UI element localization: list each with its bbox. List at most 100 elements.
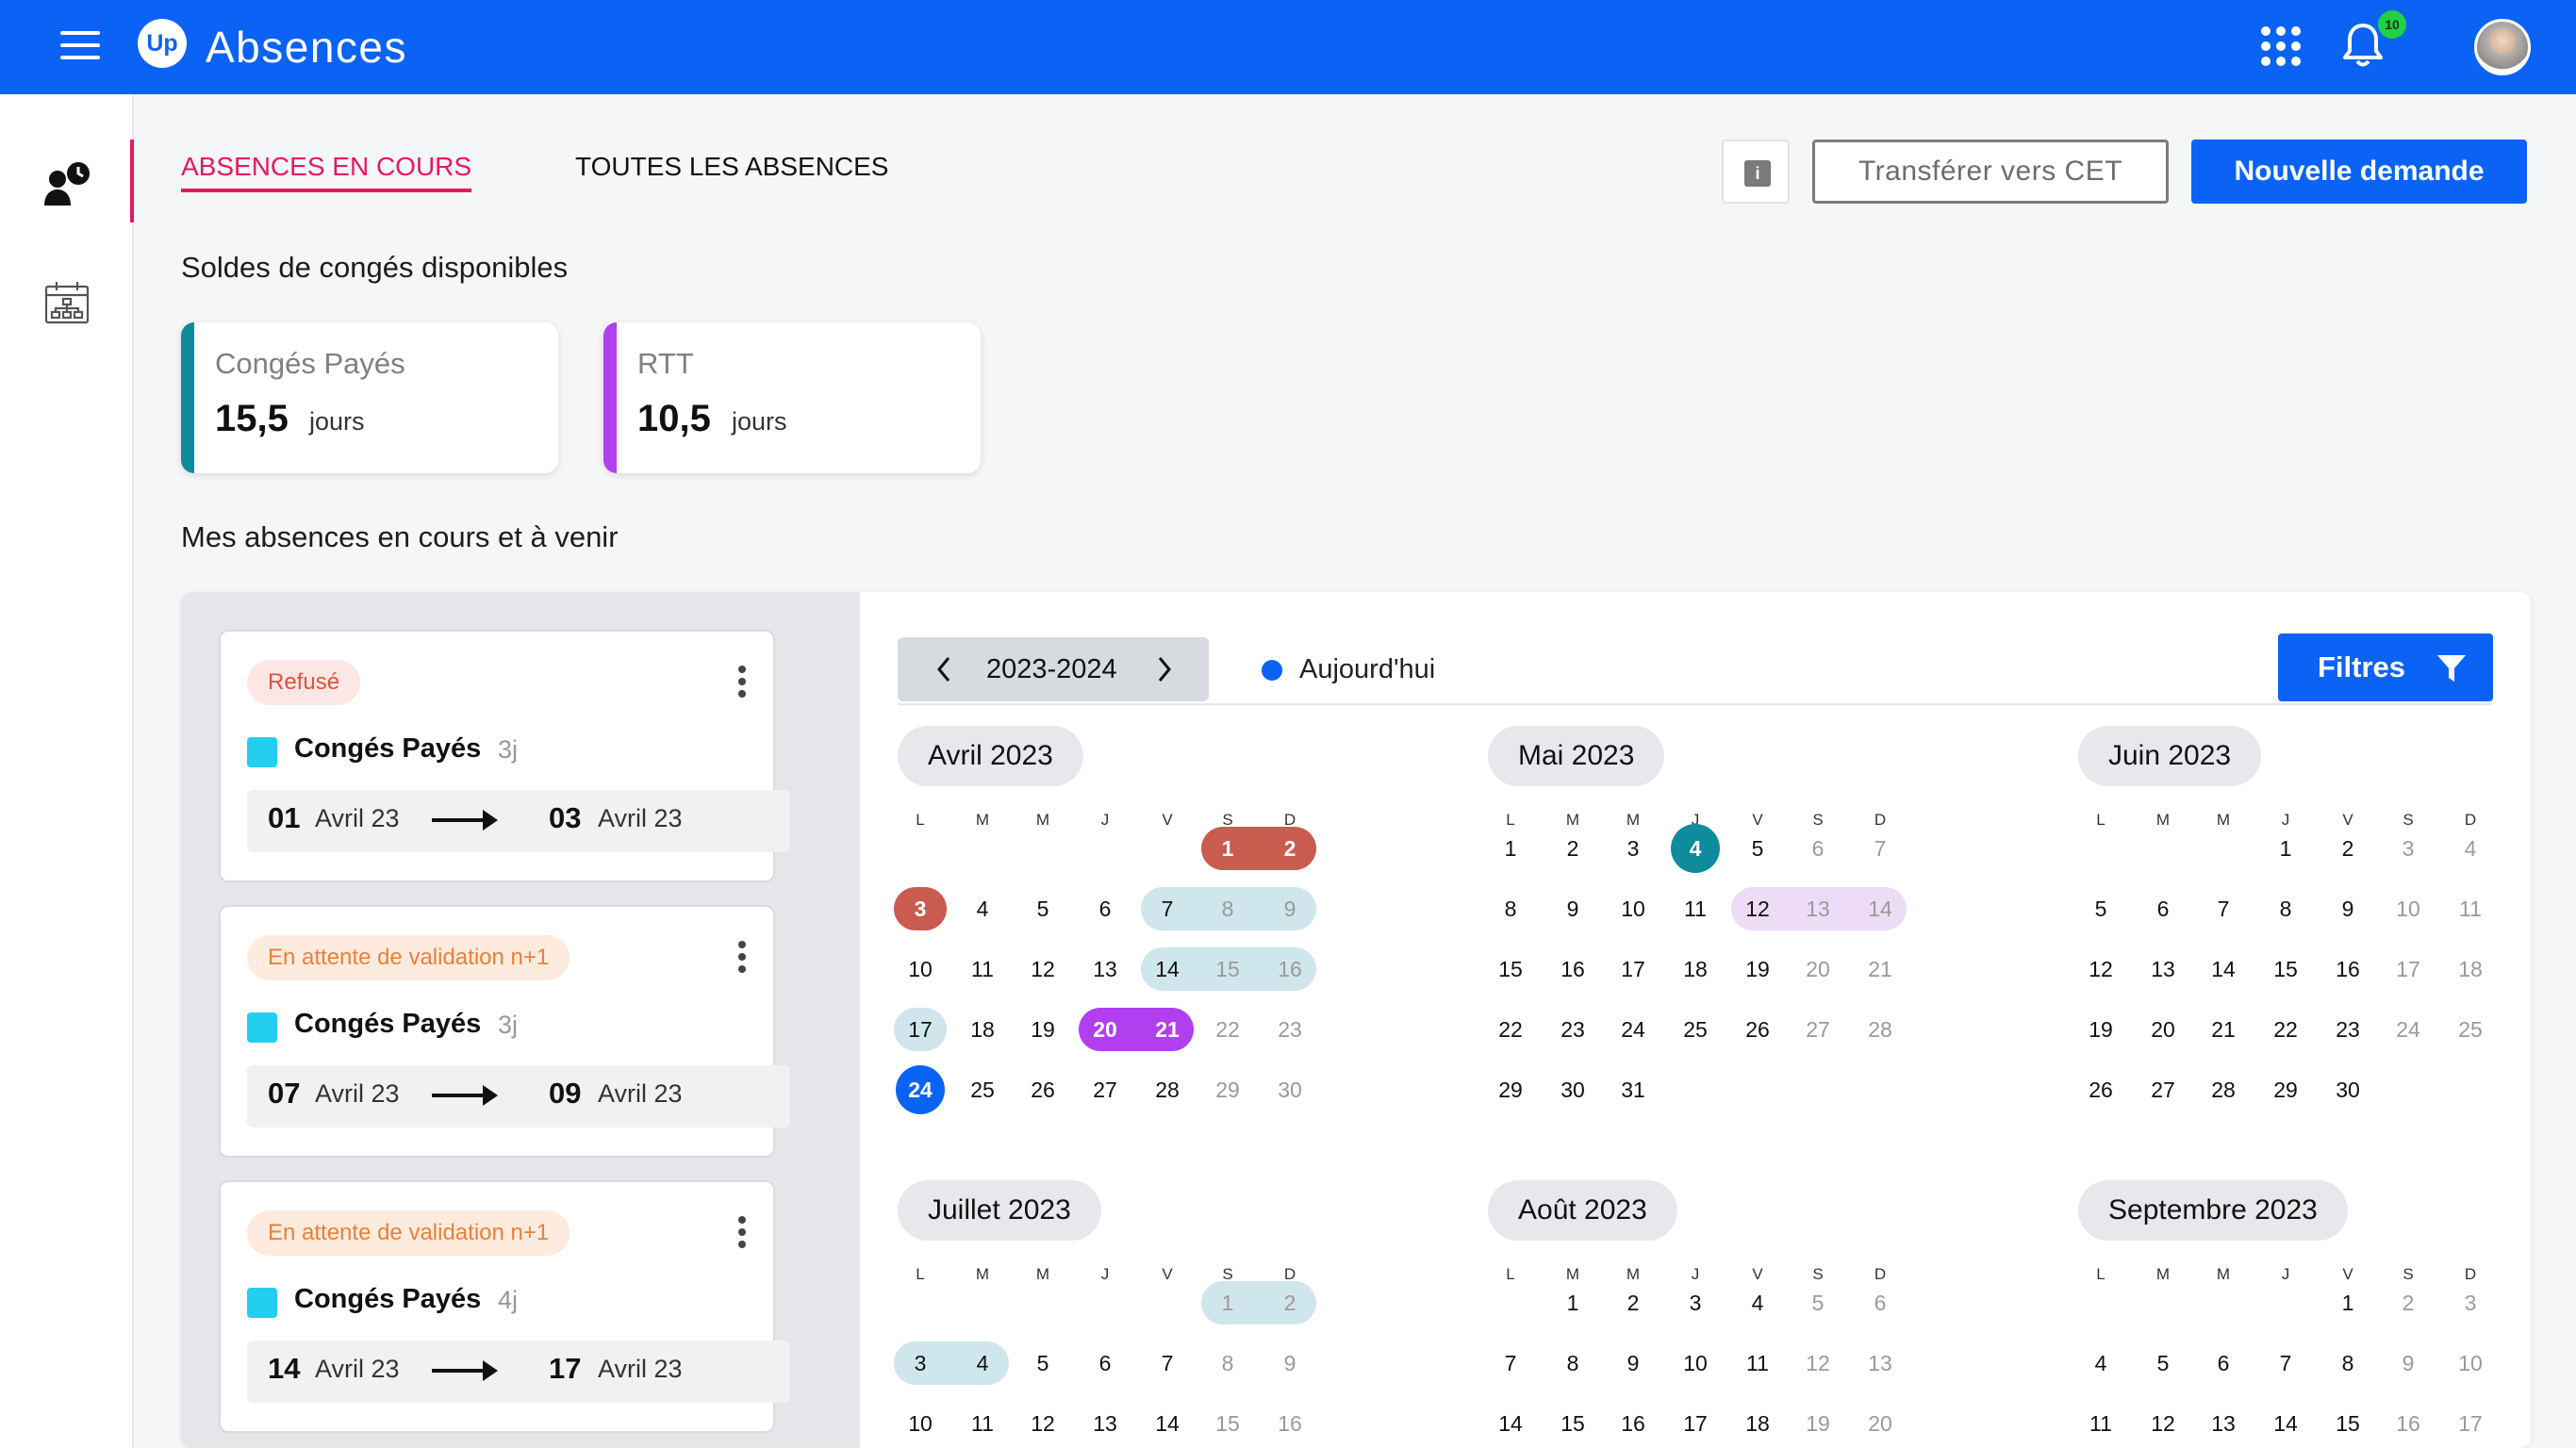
calendar-day[interactable]: 13 — [2151, 957, 2175, 981]
calendar-day[interactable]: 18 — [2458, 957, 2483, 981]
calendar-day[interactable]: 16 — [1278, 957, 1302, 981]
request-card[interactable]: En attente de validation n+1 Congés Payé… — [219, 905, 790, 1158]
calendar-day[interactable]: 6 — [1874, 1291, 1887, 1315]
calendar-day[interactable]: 9 — [2402, 1351, 2415, 1375]
calendar-day[interactable]: 17 — [1621, 957, 1645, 981]
calendar-day[interactable]: 1 — [1566, 1291, 1579, 1315]
calendar-day[interactable]: 19 — [1806, 1411, 1830, 1436]
calendar-day[interactable]: 10 — [1621, 897, 1645, 921]
calendar-day[interactable]: 2 — [2341, 836, 2354, 861]
calendar-day[interactable]: 11 — [2459, 897, 2482, 921]
absence-range-pending[interactable] — [1141, 947, 1316, 991]
calendar-day[interactable]: 17 — [908, 1017, 933, 1042]
calendar-day[interactable]: 13 — [1868, 1351, 1892, 1375]
calendar-day[interactable]: 25 — [2458, 1017, 2483, 1042]
calendar-day[interactable]: 11 — [1746, 1351, 1769, 1375]
calendar-day[interactable]: 11 — [971, 1411, 994, 1436]
calendar-day[interactable]: 13 — [1093, 957, 1117, 981]
calendar-day[interactable]: 26 — [2089, 1078, 2113, 1102]
absence-range-pending[interactable] — [1141, 887, 1316, 930]
calendar-day[interactable]: 27 — [1093, 1078, 1117, 1102]
calendar-day[interactable]: 12 — [1031, 1411, 1055, 1436]
calendar-day[interactable]: 7 — [2279, 1351, 2292, 1375]
calendar-day[interactable]: 20 — [2151, 1017, 2175, 1042]
calendar-day[interactable]: 29 — [2273, 1078, 2298, 1102]
calendar-day[interactable]: 3 — [2402, 836, 2415, 861]
user-avatar[interactable] — [2474, 19, 2531, 75]
calendar-day[interactable]: 6 — [2156, 897, 2170, 921]
calendar-day[interactable]: 29 — [1498, 1078, 1523, 1102]
calendar-day[interactable]: 8 — [1221, 1351, 1234, 1375]
calendar-day[interactable]: 3 — [914, 1351, 927, 1375]
calendar-day[interactable]: 31 — [1621, 1078, 1645, 1102]
calendar-day[interactable]: 1 — [1221, 836, 1234, 861]
calendar-day[interactable]: 10 — [2458, 1351, 2483, 1375]
calendar-day[interactable]: 3 — [2464, 1291, 2477, 1315]
calendar-day[interactable]: 8 — [2279, 897, 2292, 921]
calendar-day[interactable]: 2 — [2402, 1291, 2415, 1315]
absences-person-clock-icon[interactable] — [43, 160, 92, 209]
calendar-day[interactable]: 12 — [2089, 957, 2113, 981]
calendar-day[interactable]: 13 — [1806, 897, 1830, 921]
calendar-day[interactable]: 5 — [2156, 1351, 2170, 1375]
calendar-day[interactable]: 12 — [1806, 1351, 1830, 1375]
calendar-day[interactable]: 9 — [1627, 1351, 1640, 1375]
calendar-day[interactable]: 11 — [2089, 1411, 2112, 1436]
calendar-day[interactable]: 3 — [914, 897, 927, 921]
calendar-day[interactable]: 2 — [1627, 1291, 1640, 1315]
calendar-day[interactable]: 19 — [1745, 957, 1770, 981]
calendar-day[interactable]: 4 — [2094, 1351, 2107, 1375]
calendar-day[interactable]: 21 — [1155, 1017, 1180, 1042]
calendar-day[interactable]: 19 — [2089, 1017, 2113, 1042]
calendar-day[interactable]: 16 — [2396, 1411, 2420, 1436]
calendar-day[interactable]: 8 — [1221, 897, 1234, 921]
calendar-day[interactable]: 22 — [1215, 1017, 1240, 1042]
calendar-day[interactable]: 9 — [2341, 897, 2354, 921]
calendar-day[interactable]: 26 — [1031, 1078, 1055, 1102]
filter-button[interactable]: Filtres — [2278, 634, 2493, 701]
calendar-day[interactable]: 4 — [1751, 1291, 1764, 1315]
calendar-day[interactable]: 14 — [1155, 957, 1180, 981]
calendar-day[interactable]: 2 — [1566, 836, 1579, 861]
tab-toutes-les-absences[interactable]: TOUTES LES ABSENCES — [575, 152, 889, 181]
calendar-day[interactable]: 21 — [2211, 1017, 2236, 1042]
calendar-day[interactable]: 10 — [908, 1411, 933, 1436]
more-options-icon[interactable] — [734, 941, 751, 979]
info-button[interactable]: i — [1722, 140, 1790, 204]
calendar-day[interactable]: 24 — [1621, 1017, 1645, 1042]
calendar-day[interactable]: 14 — [2211, 957, 2236, 981]
calendar-day[interactable]: 22 — [1498, 1017, 1523, 1042]
calendar-day[interactable]: 6 — [1098, 1351, 1112, 1375]
calendar-day[interactable]: 15 — [2336, 1411, 2360, 1436]
calendar-day[interactable]: 8 — [2341, 1351, 2354, 1375]
absence-range-rtt_pending[interactable] — [1731, 887, 1907, 930]
calendar-day[interactable]: 3 — [1627, 836, 1640, 861]
calendar-day[interactable]: 27 — [2151, 1078, 2175, 1102]
calendar-day[interactable]: 25 — [970, 1078, 995, 1102]
calendar-day[interactable]: 11 — [1684, 897, 1707, 921]
calendar-day[interactable]: 28 — [2211, 1078, 2236, 1102]
calendar-day[interactable]: 13 — [2211, 1411, 2236, 1436]
calendar-day[interactable]: 14 — [1155, 1411, 1180, 1436]
request-card[interactable]: En attente de validation n+1 Congés Payé… — [219, 1180, 790, 1433]
calendar-day[interactable]: 16 — [1278, 1411, 1302, 1436]
request-card[interactable]: Refusé Congés Payés 3j 01 Avril 23 03 Av… — [219, 630, 790, 882]
calendar-day[interactable]: 12 — [1745, 897, 1770, 921]
new-request-button[interactable]: Nouvelle demande — [2191, 140, 2527, 204]
calendar-day[interactable]: 17 — [2458, 1411, 2483, 1436]
calendar-day[interactable]: 16 — [1621, 1411, 1645, 1436]
calendar-day[interactable]: 5 — [1811, 1291, 1825, 1315]
calendar-day[interactable]: 27 — [1806, 1017, 1830, 1042]
calendar-day[interactable]: 7 — [2217, 897, 2230, 921]
calendar-day[interactable]: 4 — [976, 897, 989, 921]
calendar-day[interactable]: 15 — [2273, 957, 2298, 981]
calendar-day[interactable]: 16 — [1560, 957, 1585, 981]
calendar-day[interactable]: 7 — [1161, 897, 1174, 921]
calendar-day[interactable]: 5 — [2094, 897, 2107, 921]
tab-absences-en-cours[interactable]: ABSENCES EN COURS — [181, 147, 472, 192]
calendar-day[interactable]: 21 — [1868, 957, 1892, 981]
calendar-day[interactable]: 6 — [2217, 1351, 2230, 1375]
calendar-day[interactable]: 30 — [1278, 1078, 1302, 1102]
calendar-day[interactable]: 14 — [1868, 897, 1892, 921]
calendar-day[interactable]: 9 — [1283, 1351, 1296, 1375]
